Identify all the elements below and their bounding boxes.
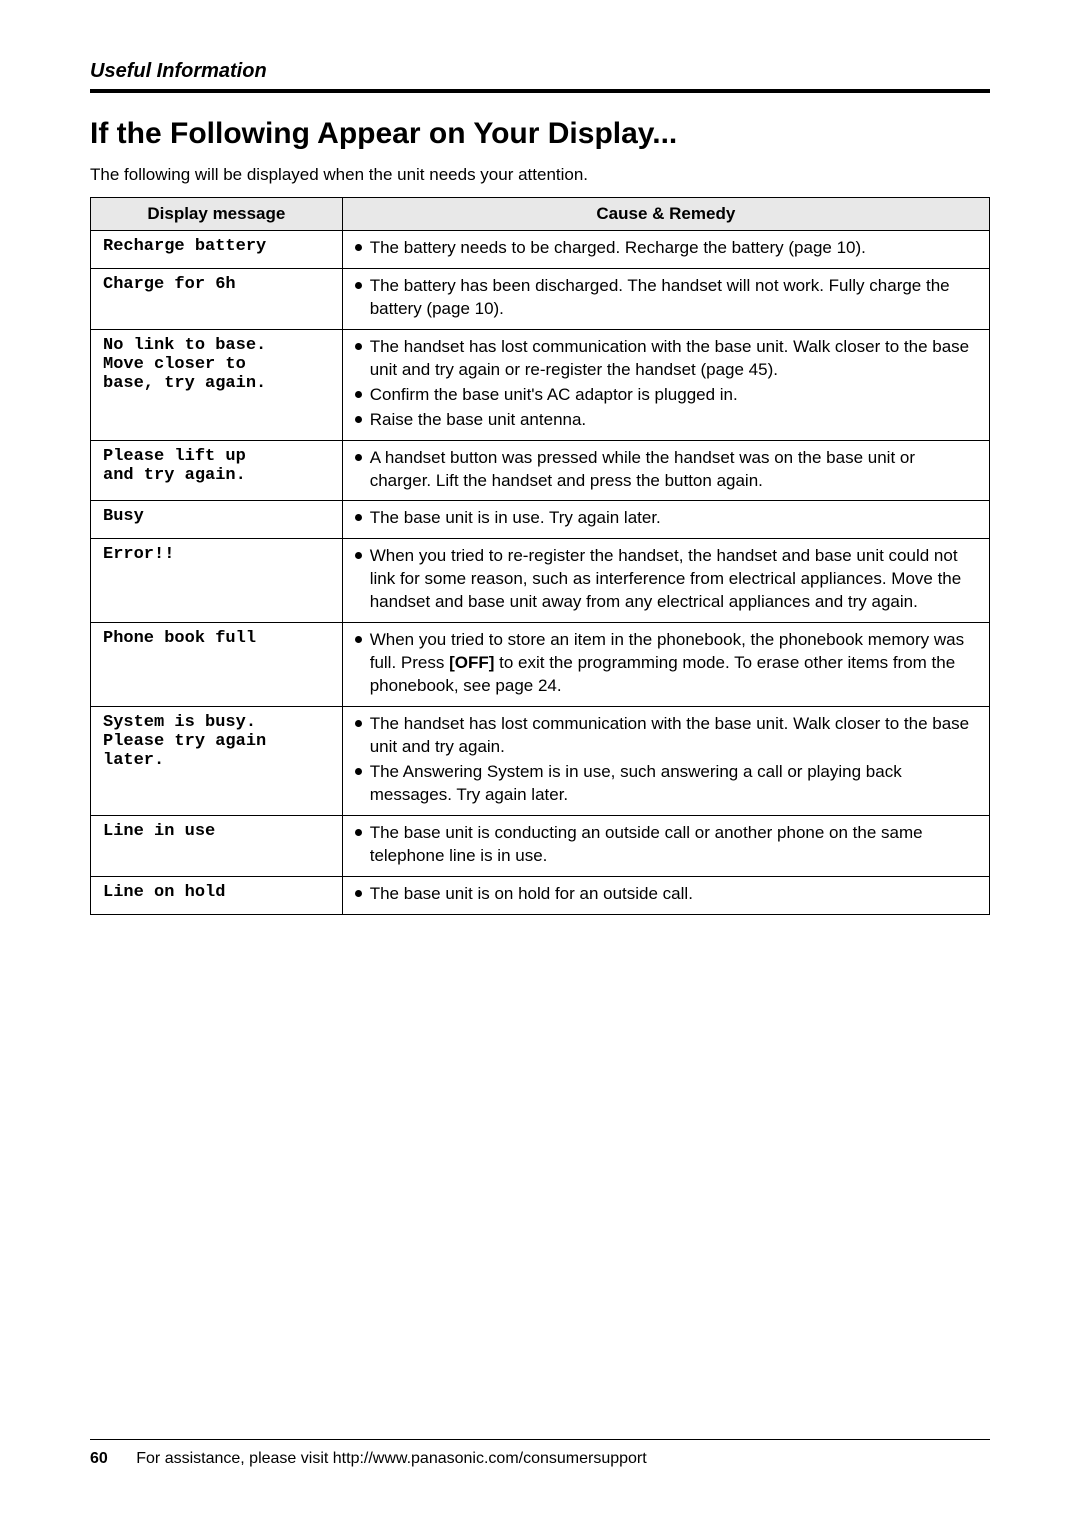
remedy-item: The base unit is in use. Try again later… [355, 507, 977, 530]
table-row: System is busy. Please try again later. T… [91, 707, 990, 816]
bullet-icon [355, 282, 362, 289]
remedy-cell: The base unit is conducting an outside c… [342, 815, 989, 876]
remedy-item: When you tried to store an item in the p… [355, 629, 977, 698]
remedy-item: A handset button was pressed while the h… [355, 447, 977, 493]
remedy-cell: The handset has lost communication with … [342, 329, 989, 440]
display-message-cell: System is busy. Please try again later. [91, 707, 343, 816]
table-row: No link to base. Move closer to base, tr… [91, 329, 990, 440]
bullet-icon [355, 720, 362, 727]
table-row: Line on hold The base unit is on hold for… [91, 876, 990, 914]
page-footer: 60 For assistance, please visit http://w… [90, 1439, 990, 1468]
table-row: Phone book full When you tried to store a… [91, 623, 990, 707]
section-header: Useful Information [90, 60, 990, 83]
remedy-cell: A handset button was pressed while the h… [342, 440, 989, 501]
table-row: Please lift up and try again. A handset b… [91, 440, 990, 501]
remedy-cell: The base unit is on hold for an outside … [342, 876, 989, 914]
bullet-icon [355, 514, 362, 521]
remedy-item: The base unit is on hold for an outside … [355, 883, 977, 906]
remedy-text: The Answering System is in use, such ans… [370, 761, 977, 807]
remedy-item: The base unit is conducting an outside c… [355, 822, 977, 868]
display-message-cell: Phone book full [91, 623, 343, 707]
table-row: Busy The base unit is in use. Try again l… [91, 501, 990, 539]
bullet-icon [355, 391, 362, 398]
remedy-text: The battery has been discharged. The han… [370, 275, 977, 321]
remedy-text: The base unit is in use. Try again later… [370, 507, 977, 530]
remedy-cell: When you tried to re-register the handse… [342, 539, 989, 623]
display-message-cell: Line on hold [91, 876, 343, 914]
table-row: Charge for 6h The battery has been discha… [91, 268, 990, 329]
remedy-cell: The battery has been discharged. The han… [342, 268, 989, 329]
table-row: Error!! When you tried to re-register the… [91, 539, 990, 623]
display-message-cell: Error!! [91, 539, 343, 623]
display-message-cell: No link to base. Move closer to base, tr… [91, 329, 343, 440]
remedy-item: The battery needs to be charged. Recharg… [355, 237, 977, 260]
remedy-text: The handset has lost communication with … [370, 336, 977, 382]
col-header-message: Display message [91, 198, 343, 231]
display-message-cell: Busy [91, 501, 343, 539]
display-message-cell: Please lift up and try again. [91, 440, 343, 501]
remedy-text: When you tried to store an item in the p… [370, 629, 977, 698]
remedy-cell: When you tried to store an item in the p… [342, 623, 989, 707]
remedy-text: Confirm the base unit's AC adaptor is pl… [370, 384, 977, 407]
remedy-text: The handset has lost communication with … [370, 713, 977, 759]
display-message-cell: Charge for 6h [91, 268, 343, 329]
remedy-item: The Answering System is in use, such ans… [355, 761, 977, 807]
page-title: If the Following Appear on Your Display.… [90, 117, 990, 151]
remedy-cell: The handset has lost communication with … [342, 707, 989, 816]
bullet-icon [355, 454, 362, 461]
remedy-text: The battery needs to be charged. Recharg… [370, 237, 977, 260]
remedy-text: Raise the base unit antenna. [370, 409, 977, 432]
display-message-cell: Line in use [91, 815, 343, 876]
remedy-item: The battery has been discharged. The han… [355, 275, 977, 321]
remedy-item: When you tried to re-register the handse… [355, 545, 977, 614]
bullet-icon [355, 890, 362, 897]
footer-text: For assistance, please visit http://www.… [136, 1450, 646, 1467]
display-message-table: Display message Cause & Remedy Recharge … [90, 197, 990, 915]
table-row: Recharge battery The battery needs to be … [91, 231, 990, 269]
remedy-item: Raise the base unit antenna. [355, 409, 977, 432]
table-row: Line in use The base unit is conducting a… [91, 815, 990, 876]
col-header-remedy: Cause & Remedy [342, 198, 989, 231]
bullet-icon [355, 768, 362, 775]
header-rule [90, 89, 990, 93]
remedy-text: The base unit is conducting an outside c… [370, 822, 977, 868]
remedy-text: When you tried to re-register the handse… [370, 545, 977, 614]
remedy-item: The handset has lost communication with … [355, 336, 977, 382]
bullet-icon [355, 244, 362, 251]
remedy-cell: The base unit is in use. Try again later… [342, 501, 989, 539]
remedy-text: A handset button was pressed while the h… [370, 447, 977, 493]
remedy-cell: The battery needs to be charged. Recharg… [342, 231, 989, 269]
remedy-item: The handset has lost communication with … [355, 713, 977, 759]
remedy-text: The base unit is on hold for an outside … [370, 883, 977, 906]
bullet-icon [355, 343, 362, 350]
bullet-icon [355, 416, 362, 423]
display-message-cell: Recharge battery [91, 231, 343, 269]
intro-text: The following will be displayed when the… [90, 165, 990, 185]
bullet-icon [355, 636, 362, 643]
bullet-icon [355, 552, 362, 559]
page-number: 60 [90, 1450, 108, 1467]
bullet-icon [355, 829, 362, 836]
remedy-item: Confirm the base unit's AC adaptor is pl… [355, 384, 977, 407]
